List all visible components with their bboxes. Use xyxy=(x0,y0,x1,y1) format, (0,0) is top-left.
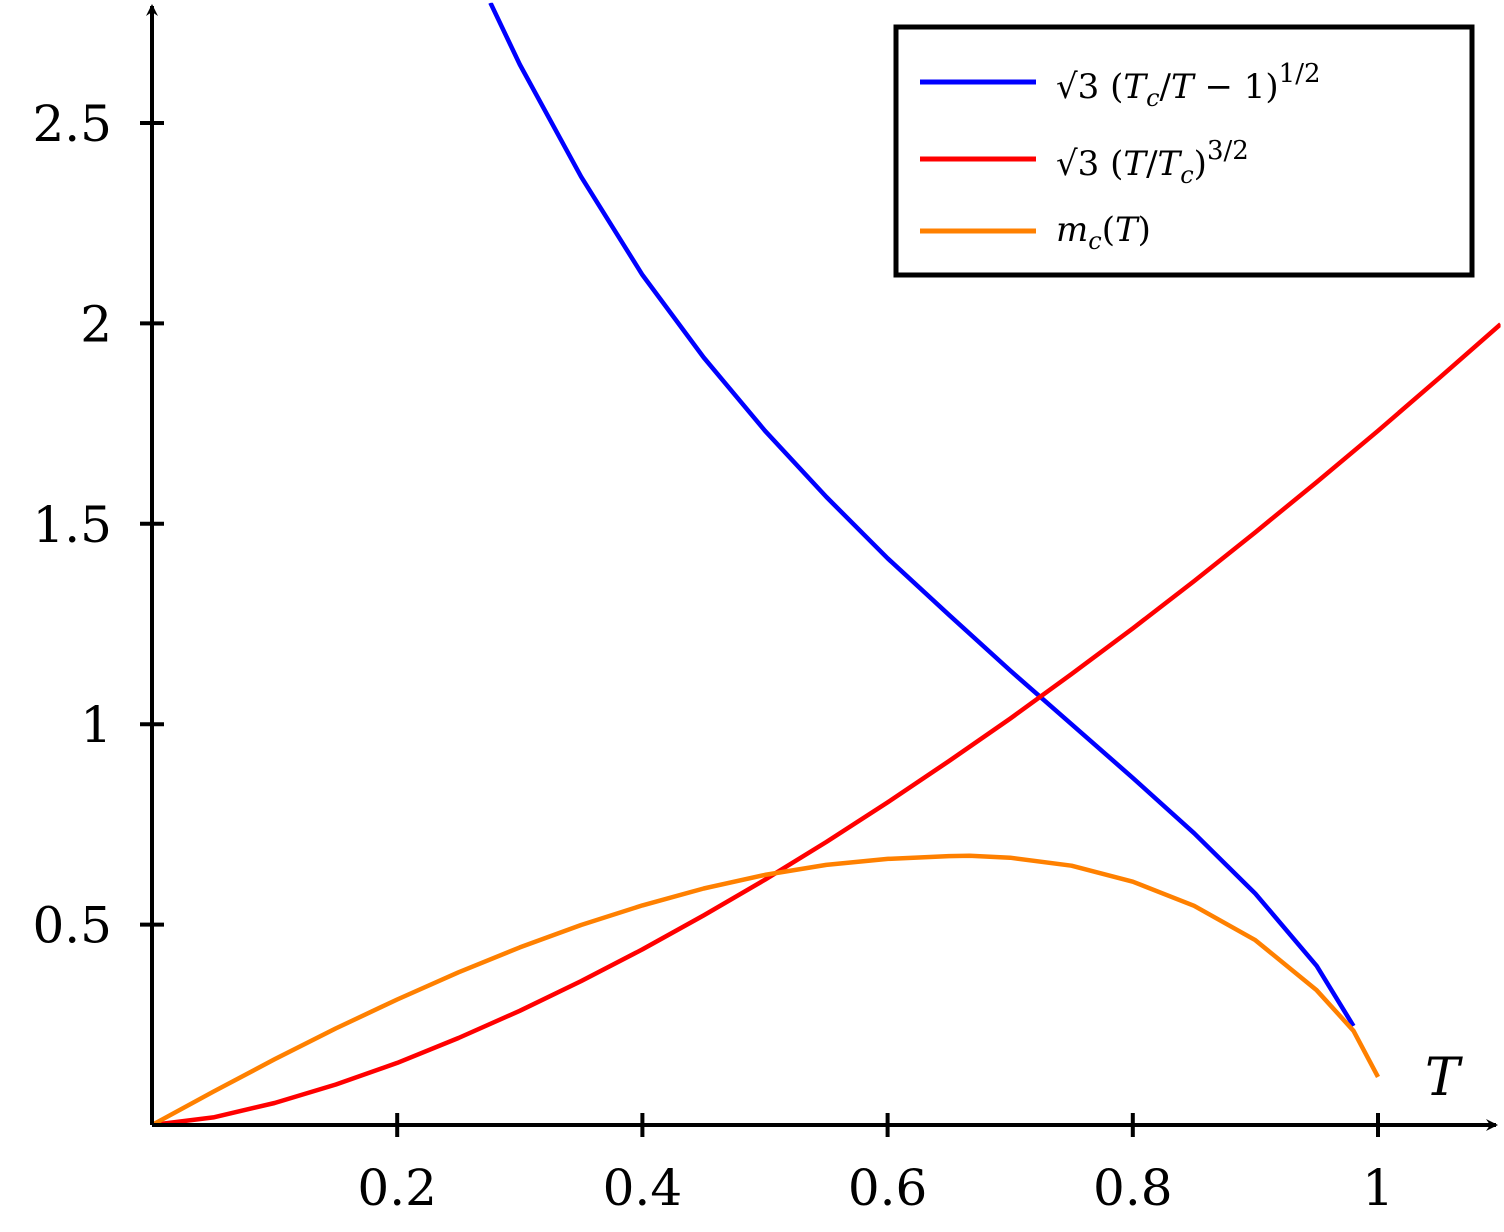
ticks-layer: 0.2 0.4 0.6 0.8 1 0.5 1 1.5 2 2.5 xyxy=(32,95,1393,1217)
series-line-3 xyxy=(152,853,1380,1125)
legend-box xyxy=(893,24,1475,278)
x-tick-label: 0.4 xyxy=(603,1159,683,1217)
series-layer xyxy=(152,2,1501,1125)
y-tick-label: 1 xyxy=(80,696,112,754)
legend: √3 (Tc/T − 1)1/2 √3 (T/Tc)3/2 mc(T) xyxy=(893,24,1475,278)
x-tick-label: 1 xyxy=(1362,1159,1394,1217)
series-line-2 xyxy=(152,322,1501,1125)
x-axis-label: T xyxy=(1425,1048,1463,1108)
y-tick-label: 2 xyxy=(80,295,112,353)
y-tick-label: 0.5 xyxy=(32,897,112,955)
legend-entry-orange: mc(T) xyxy=(1056,210,1151,255)
y-tick-label: 1.5 xyxy=(32,496,112,554)
legend-entry-blue: √3 (Tc/T − 1)1/2 xyxy=(1056,59,1321,112)
legend-entry-red: √3 (T/Tc)3/2 xyxy=(1056,136,1249,189)
axes-layer: T xyxy=(146,4,1498,1131)
x-tick-label: 0.8 xyxy=(1093,1159,1173,1217)
y-tick-label: 2.5 xyxy=(32,95,112,153)
x-tick-label: 0.6 xyxy=(848,1159,928,1217)
x-tick-label: 0.2 xyxy=(357,1159,437,1217)
series-line-1 xyxy=(488,2,1356,1028)
